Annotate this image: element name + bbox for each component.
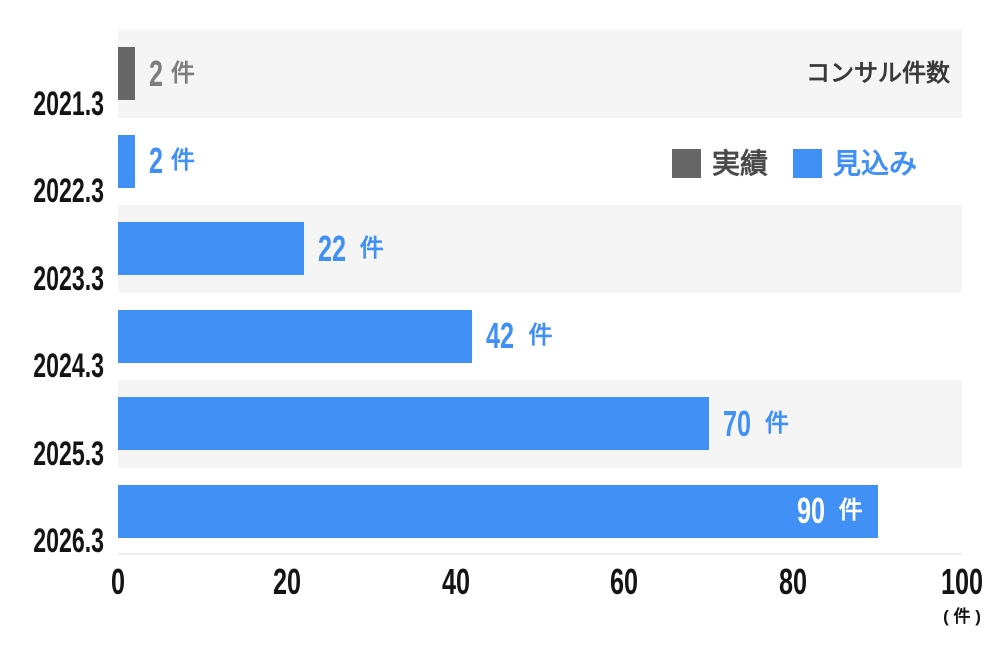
value-label: 2 件: [148, 52, 195, 94]
value-unit: 件: [764, 409, 789, 437]
value-unit: 件: [528, 322, 553, 350]
x-tick: 80: [779, 561, 808, 602]
chart-row: 90 件: [118, 468, 962, 556]
x-tick: 60: [610, 561, 639, 602]
value-number: 2: [148, 140, 163, 182]
bar-forecast: [118, 134, 135, 188]
value-label: 22 件: [317, 227, 384, 269]
value-number: 2: [148, 52, 163, 94]
bar-forecast: 90 件: [118, 484, 878, 538]
y-axis-label: 2023.3: [33, 259, 104, 298]
x-axis: 0 20 40 60 80 100 ( 件 ): [111, 561, 983, 627]
legend-label-forecast: 見込み: [832, 147, 917, 179]
x-tick: 100: [940, 561, 984, 602]
legend-label-actual: 実績: [711, 147, 768, 179]
chart-row: 2 件: [118, 118, 962, 206]
value-label: 2 件: [149, 143, 195, 179]
value-label: 90 件: [797, 493, 863, 529]
x-tick: 20: [272, 561, 301, 602]
x-tick: 0: [110, 561, 126, 602]
legend-swatch-forecast: [792, 149, 822, 178]
legend-item-forecast: 見込み: [792, 147, 917, 179]
value-number: 22: [317, 227, 346, 269]
value-number: 70: [722, 402, 751, 444]
value-label: 70 件: [722, 402, 789, 444]
value-unit: 件: [359, 234, 384, 262]
y-axis-label: 2022.3: [33, 172, 104, 211]
plot-area: 2 件 2 件 22 件 42 件: [118, 30, 962, 555]
chart-row: 22 件: [118, 205, 962, 293]
y-axis-label: 2021.3: [33, 84, 104, 123]
value-number: 42: [486, 315, 515, 357]
bar-forecast: [118, 397, 709, 451]
value-unit: 件: [170, 147, 195, 175]
value-label: 42 件: [486, 318, 552, 354]
chart-row: 70 件: [118, 380, 962, 468]
legend-swatch-actual: [671, 149, 701, 178]
value-unit: 件: [838, 497, 863, 525]
value-unit: 件: [170, 59, 195, 87]
x-axis-unit-label: ( 件 ): [943, 607, 981, 626]
bar-forecast: [118, 309, 473, 363]
y-axis-label: 2025.3: [33, 434, 104, 473]
x-tick: 40: [441, 561, 470, 602]
chart-row: 42 件: [118, 293, 962, 381]
legend-item-actual: 実績: [671, 147, 768, 179]
y-axis-label: 2026.3: [33, 522, 104, 561]
chart-row: 2 件: [118, 30, 962, 118]
bar-forecast: [118, 222, 304, 276]
legend: 実績 見込み: [671, 147, 917, 179]
bar-actual: [118, 47, 135, 101]
y-axis-label: 2024.3: [33, 347, 104, 386]
value-number: 90: [796, 490, 825, 532]
chart-title: コンサル件数: [806, 60, 950, 87]
